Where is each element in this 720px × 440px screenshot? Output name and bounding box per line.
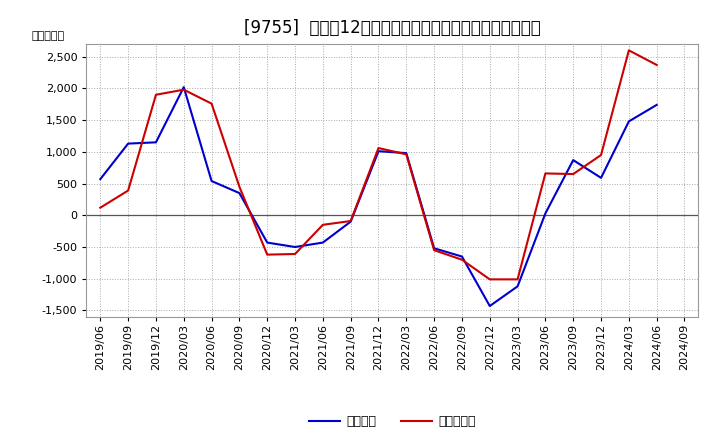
経常利益 [96, 176, 104, 182]
当期純利益 [346, 218, 355, 224]
Text: （百万円）: （百万円） [31, 31, 65, 41]
経常利益 [652, 102, 661, 107]
当期純利益 [458, 257, 467, 262]
経常利益 [402, 150, 410, 156]
当期純利益 [569, 172, 577, 177]
当期純利益 [374, 145, 383, 150]
経常利益 [291, 244, 300, 249]
Line: 経常利益: 経常利益 [100, 87, 657, 306]
当期純利益 [597, 152, 606, 158]
当期純利益 [179, 87, 188, 92]
当期純利益 [152, 92, 161, 97]
経常利益 [541, 211, 550, 216]
経常利益 [569, 158, 577, 163]
経常利益 [346, 219, 355, 224]
経常利益 [374, 149, 383, 154]
経常利益 [485, 303, 494, 308]
当期純利益 [513, 277, 522, 282]
経常利益 [458, 254, 467, 259]
Line: 当期純利益: 当期純利益 [100, 50, 657, 279]
経常利益 [624, 119, 633, 124]
当期純利益 [624, 48, 633, 53]
当期純利益 [207, 101, 216, 106]
当期純利益 [541, 171, 550, 176]
当期純利益 [430, 248, 438, 253]
経常利益 [235, 191, 243, 196]
経常利益 [430, 246, 438, 251]
経常利益 [179, 84, 188, 90]
経常利益 [207, 178, 216, 183]
経常利益 [124, 141, 132, 146]
Title: [9755]  利益だ12か月移動合計の対前年同期増減額の推移: [9755] 利益だ12か月移動合計の対前年同期増減額の推移 [244, 19, 541, 37]
当期純利益 [263, 252, 271, 257]
当期純利益 [124, 188, 132, 193]
当期純利益 [291, 251, 300, 257]
当期純利益 [235, 184, 243, 189]
当期純利益 [96, 205, 104, 210]
経常利益 [318, 240, 327, 245]
当期純利益 [485, 277, 494, 282]
経常利益 [152, 139, 161, 145]
当期純利益 [318, 222, 327, 227]
当期純利益 [652, 62, 661, 68]
経常利益 [263, 240, 271, 245]
経常利益 [513, 284, 522, 289]
Legend: 経常利益, 当期純利益: 経常利益, 当期純利益 [304, 411, 481, 433]
当期純利益 [402, 152, 410, 157]
経常利益 [597, 175, 606, 180]
